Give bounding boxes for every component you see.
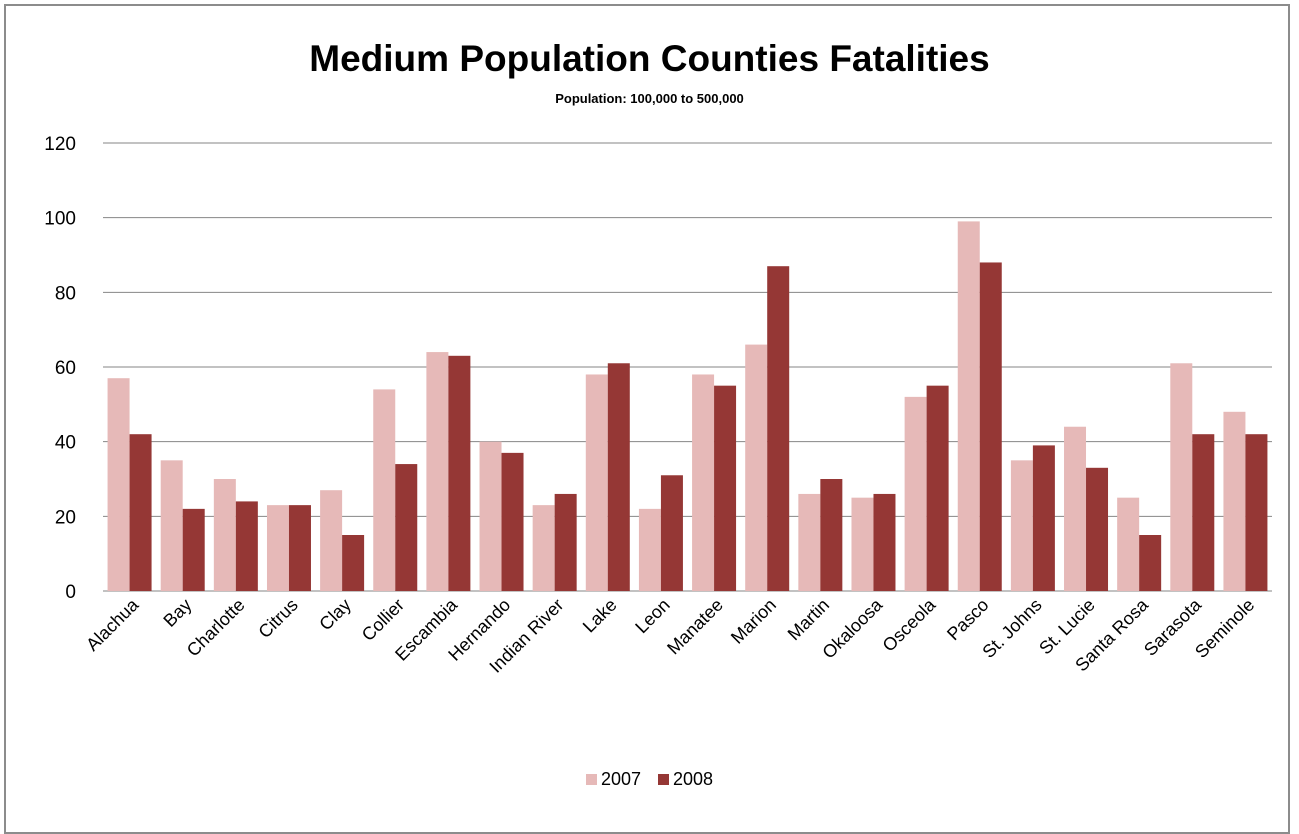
bar-pasco-2007 (957, 221, 980, 591)
legend-swatch-2007 (585, 774, 597, 785)
bar-st-johns-2007 (1010, 460, 1033, 591)
y-tick-label-20: 20 (55, 507, 76, 528)
y-tick-label-120: 120 (44, 134, 76, 155)
x-tick-label-lake: Lake (579, 595, 621, 637)
bar-bay-2007 (160, 460, 183, 591)
x-tick-label-alachua: Alachua (82, 594, 143, 655)
bar-st-lucie-2007 (1064, 426, 1087, 591)
bar-indian-river-2008 (554, 493, 577, 591)
bar-sarasota-2007 (1170, 363, 1193, 591)
chart-frame (4, 4, 1290, 834)
bar-osceola-2007 (904, 396, 927, 591)
bar-osceola-2008 (926, 385, 949, 591)
bar-escambia-2008 (448, 355, 471, 591)
x-tick-label-osceola: Osceola (879, 594, 941, 656)
bar-leon-2008 (660, 475, 683, 591)
x-tick-label-leon: Leon (631, 595, 673, 637)
bar-manatee-2008 (714, 385, 737, 591)
chart-subtitle: Population: 100,000 to 500,000 (555, 91, 744, 106)
bar-citrus-2008 (288, 505, 311, 591)
legend-swatch-2008 (658, 774, 669, 785)
x-tick-label-okaloosa: Okaloosa (818, 594, 887, 663)
y-tick-label-40: 40 (55, 433, 76, 454)
chart-title: Medium Population Counties Fatalities (309, 38, 990, 79)
bar-pasco-2008 (979, 262, 1002, 591)
bar-st-lucie-2008 (1086, 467, 1109, 591)
bar-leon-2007 (638, 508, 661, 591)
bar-sarasota-2008 (1192, 434, 1215, 591)
x-tick-label-manatee: Manatee (663, 595, 727, 659)
bar-okaloosa-2007 (851, 497, 874, 591)
bar-okaloosa-2008 (873, 493, 896, 591)
x-tick-label-bay: Bay (159, 595, 195, 631)
y-tick-label-100: 100 (44, 209, 76, 230)
y-axis-tick-labels: 0 20 40 60 80 100 120 (44, 134, 76, 603)
legend-item-2008: 2008 (658, 769, 713, 790)
bar-manatee-2007 (692, 374, 715, 591)
bar-alachua-2008 (129, 434, 152, 591)
y-tick-label-0: 0 (65, 582, 76, 603)
bar-escambia-2007 (426, 352, 449, 591)
bar-charlotte-2007 (213, 479, 236, 591)
bar-seminole-2008 (1245, 434, 1268, 591)
x-tick-label-seminole: Seminole (1191, 595, 1258, 662)
y-tick-label-80: 80 (55, 283, 76, 304)
bar-santa-rosa-2007 (1117, 497, 1140, 591)
x-tick-label-pasco: Pasco (943, 595, 993, 645)
x-tick-label-martin: Martin (784, 595, 834, 645)
bar-collier-2007 (373, 389, 396, 591)
x-tick-label-charlotte: Charlotte (183, 595, 249, 661)
bar-hernando-2007 (479, 441, 502, 591)
x-tick-label-collier: Collier (358, 595, 408, 645)
bar-clay-2007 (320, 490, 343, 591)
legend-label-2007: 2007 (600, 769, 641, 789)
bar-clay-2008 (342, 535, 365, 591)
bar-lake-2008 (607, 363, 630, 591)
bar-bay-2008 (182, 508, 205, 591)
legend-item-2007: 2007 (585, 769, 641, 790)
bar-alachua-2007 (107, 378, 130, 591)
legend: 2007 2008 (0, 769, 1299, 790)
bar-collier-2008 (395, 464, 418, 591)
x-tick-label-clay: Clay (315, 595, 355, 635)
bar-santa-rosa-2008 (1139, 535, 1162, 591)
x-tick-label-marion: Marion (727, 595, 780, 648)
bar-citrus-2007 (266, 505, 289, 591)
x-tick-label-st-johns: St. Johns (979, 595, 1046, 662)
bar-st-johns-2008 (1032, 445, 1055, 591)
bar-seminole-2007 (1223, 411, 1246, 591)
bar-lake-2007 (585, 374, 608, 591)
bar-marion-2008 (767, 266, 790, 591)
bar-hernando-2008 (501, 452, 524, 591)
legend-label-2008: 2008 (673, 769, 714, 789)
bar-marion-2007 (745, 344, 768, 591)
bar-martin-2008 (820, 479, 843, 591)
bar-indian-river-2007 (532, 505, 555, 591)
bars (107, 221, 1268, 591)
y-tick-label-60: 60 (55, 358, 76, 379)
bar-charlotte-2008 (235, 501, 258, 591)
x-tick-label-citrus: Citrus (254, 595, 301, 642)
bar-martin-2007 (798, 493, 821, 591)
